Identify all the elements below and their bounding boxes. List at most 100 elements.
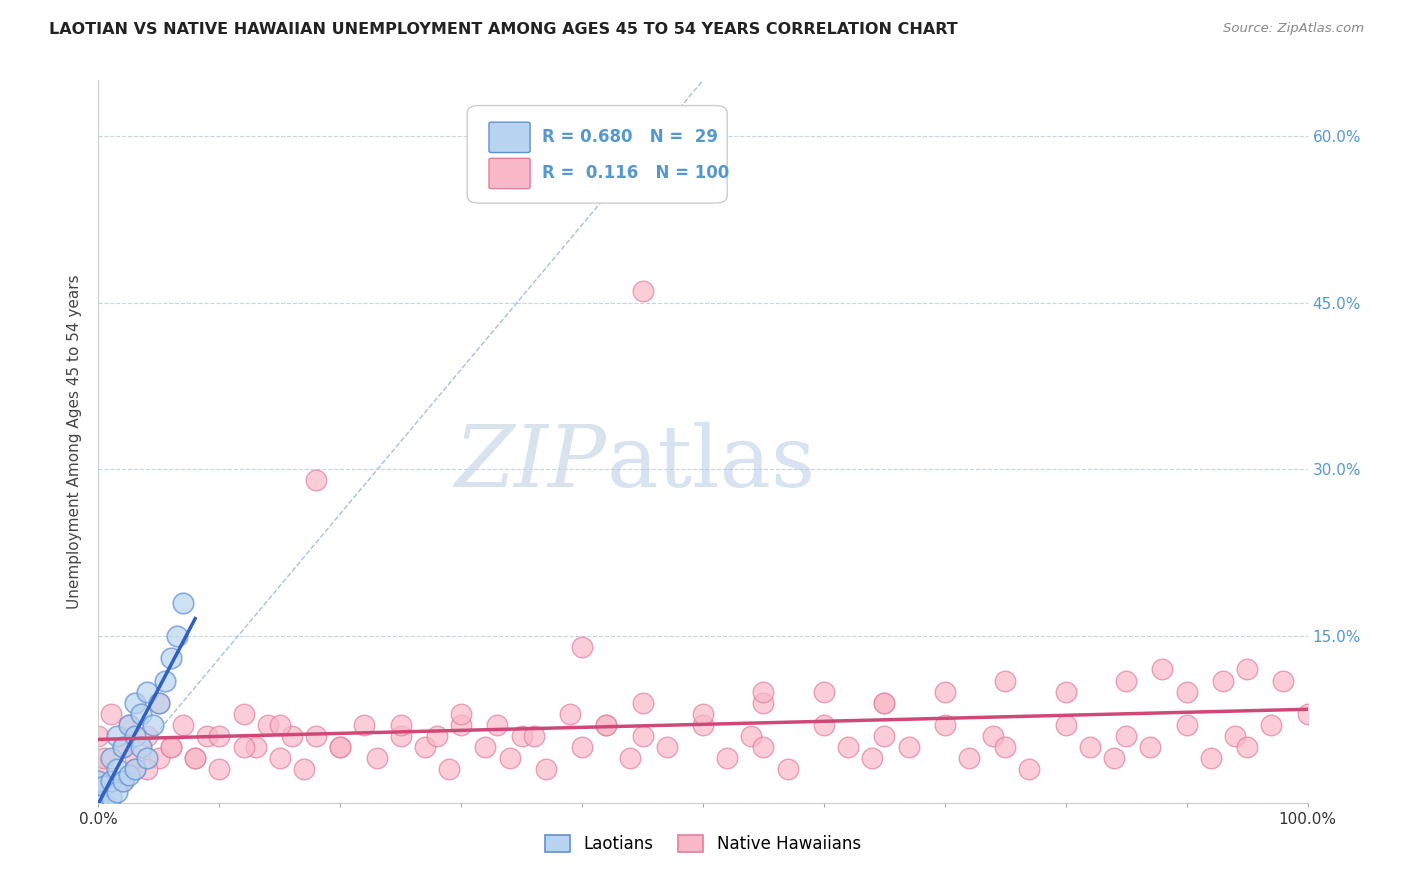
Point	[118, 768, 141, 782]
Point	[1236, 740, 1258, 755]
Point	[111, 740, 134, 755]
Point	[172, 718, 194, 732]
Point	[450, 706, 472, 721]
Point	[1296, 706, 1319, 721]
Point	[631, 729, 654, 743]
Point	[87, 729, 110, 743]
Point	[100, 751, 122, 765]
Point	[87, 785, 110, 799]
Point	[474, 740, 496, 755]
Point	[124, 729, 146, 743]
Point	[135, 729, 157, 743]
Point	[105, 729, 128, 743]
Point	[1152, 662, 1174, 676]
Point	[1139, 740, 1161, 755]
Point	[118, 718, 141, 732]
Point	[124, 763, 146, 777]
Point	[100, 773, 122, 788]
Point	[329, 740, 352, 755]
Point	[873, 696, 896, 710]
Point	[981, 729, 1004, 743]
Point	[571, 740, 593, 755]
Point	[813, 718, 835, 732]
Point	[142, 718, 165, 732]
Point	[366, 751, 388, 765]
Point	[692, 718, 714, 732]
FancyBboxPatch shape	[489, 158, 530, 189]
Point	[93, 779, 115, 793]
Point	[129, 740, 152, 755]
Point	[100, 790, 122, 805]
Point	[716, 751, 738, 765]
Text: R = 0.680   N =  29: R = 0.680 N = 29	[543, 128, 718, 146]
Point	[486, 718, 509, 732]
Point	[1212, 673, 1234, 688]
Point	[631, 696, 654, 710]
Text: Source: ZipAtlas.com: Source: ZipAtlas.com	[1223, 22, 1364, 36]
Point	[655, 740, 678, 755]
Point	[281, 729, 304, 743]
Point	[87, 763, 110, 777]
Point	[595, 718, 617, 732]
Point	[124, 696, 146, 710]
Point	[1054, 718, 1077, 732]
Point	[897, 740, 920, 755]
Point	[813, 684, 835, 698]
Point	[160, 740, 183, 755]
Point	[245, 740, 267, 755]
Point	[292, 763, 315, 777]
Point	[124, 751, 146, 765]
Point	[256, 718, 278, 732]
Point	[135, 751, 157, 765]
Point	[740, 729, 762, 743]
Point	[752, 740, 775, 755]
Point	[571, 640, 593, 655]
Point	[87, 790, 110, 805]
Point	[160, 651, 183, 665]
Point	[1175, 684, 1198, 698]
Point	[510, 729, 533, 743]
Point	[558, 706, 581, 721]
Point	[232, 740, 254, 755]
FancyBboxPatch shape	[489, 122, 530, 153]
Point	[413, 740, 436, 755]
Text: ZIP: ZIP	[454, 422, 606, 505]
Point	[111, 773, 134, 788]
Point	[105, 763, 128, 777]
Point	[776, 763, 799, 777]
Point	[631, 285, 654, 299]
Point	[1115, 673, 1137, 688]
Point	[1223, 729, 1246, 743]
Point	[148, 696, 170, 710]
Point	[129, 706, 152, 721]
Point	[595, 718, 617, 732]
Point	[135, 684, 157, 698]
Point	[1115, 729, 1137, 743]
Y-axis label: Unemployment Among Ages 45 to 54 years: Unemployment Among Ages 45 to 54 years	[67, 274, 83, 609]
Point	[860, 751, 883, 765]
Point	[1102, 751, 1125, 765]
Point	[873, 696, 896, 710]
Point	[1272, 673, 1295, 688]
Point	[498, 751, 520, 765]
Point	[934, 684, 956, 698]
Point	[269, 718, 291, 732]
Point	[105, 785, 128, 799]
Point	[353, 718, 375, 732]
Point	[389, 729, 412, 743]
Point	[160, 740, 183, 755]
Point	[329, 740, 352, 755]
Point	[100, 706, 122, 721]
Point	[208, 763, 231, 777]
Point	[148, 696, 170, 710]
Point	[957, 751, 980, 765]
Point	[93, 751, 115, 765]
Point	[934, 718, 956, 732]
Point	[166, 629, 188, 643]
Point	[87, 773, 110, 788]
Point	[135, 763, 157, 777]
Point	[1018, 763, 1040, 777]
Point	[111, 740, 134, 755]
Point	[124, 763, 146, 777]
Point	[305, 474, 328, 488]
